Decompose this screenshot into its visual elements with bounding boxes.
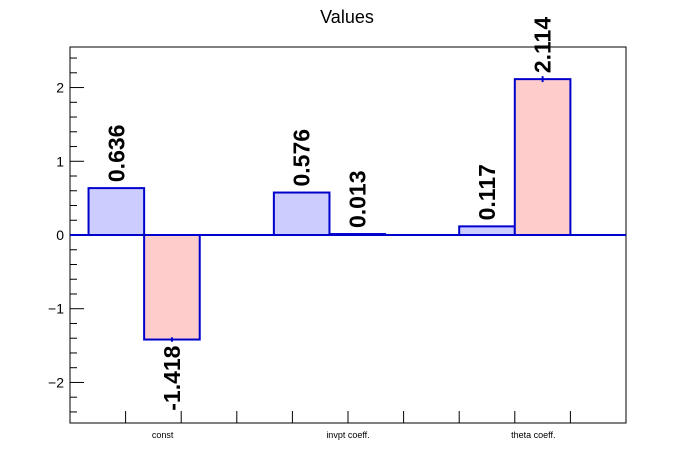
- y-tick-label: −2: [48, 374, 64, 390]
- y-tick-label: 1: [56, 153, 64, 169]
- chart-title: Values: [320, 7, 374, 27]
- y-tick-label: −1: [48, 301, 64, 317]
- bars: [70, 76, 626, 342]
- y-tick-label: 2: [56, 80, 64, 96]
- bar: [87, 187, 146, 237]
- bar-value-label: 0.576: [289, 129, 315, 187]
- bar-value-label: 0.013: [344, 170, 370, 228]
- data-labels: 0.636 0.576 0.117 -1.418 0.013 2.114: [103, 17, 555, 411]
- bar: [458, 225, 516, 236]
- bar-value-label: 2.114: [530, 17, 556, 73]
- bar-value-label: -1.418: [159, 345, 185, 410]
- bar: [143, 234, 201, 341]
- x-category-label: theta coeff.: [511, 430, 555, 440]
- bar: [272, 191, 331, 236]
- x-category-label: const: [152, 430, 174, 440]
- bar-value-label: 0.636: [103, 125, 129, 183]
- bar: [513, 78, 572, 236]
- y-tick-label: 0: [56, 227, 64, 243]
- bar-value-label: 0.117: [474, 164, 500, 220]
- x-category-label: invpt coeff.: [326, 430, 369, 440]
- x-axis: const invpt coeff. theta coeff.: [125, 411, 571, 440]
